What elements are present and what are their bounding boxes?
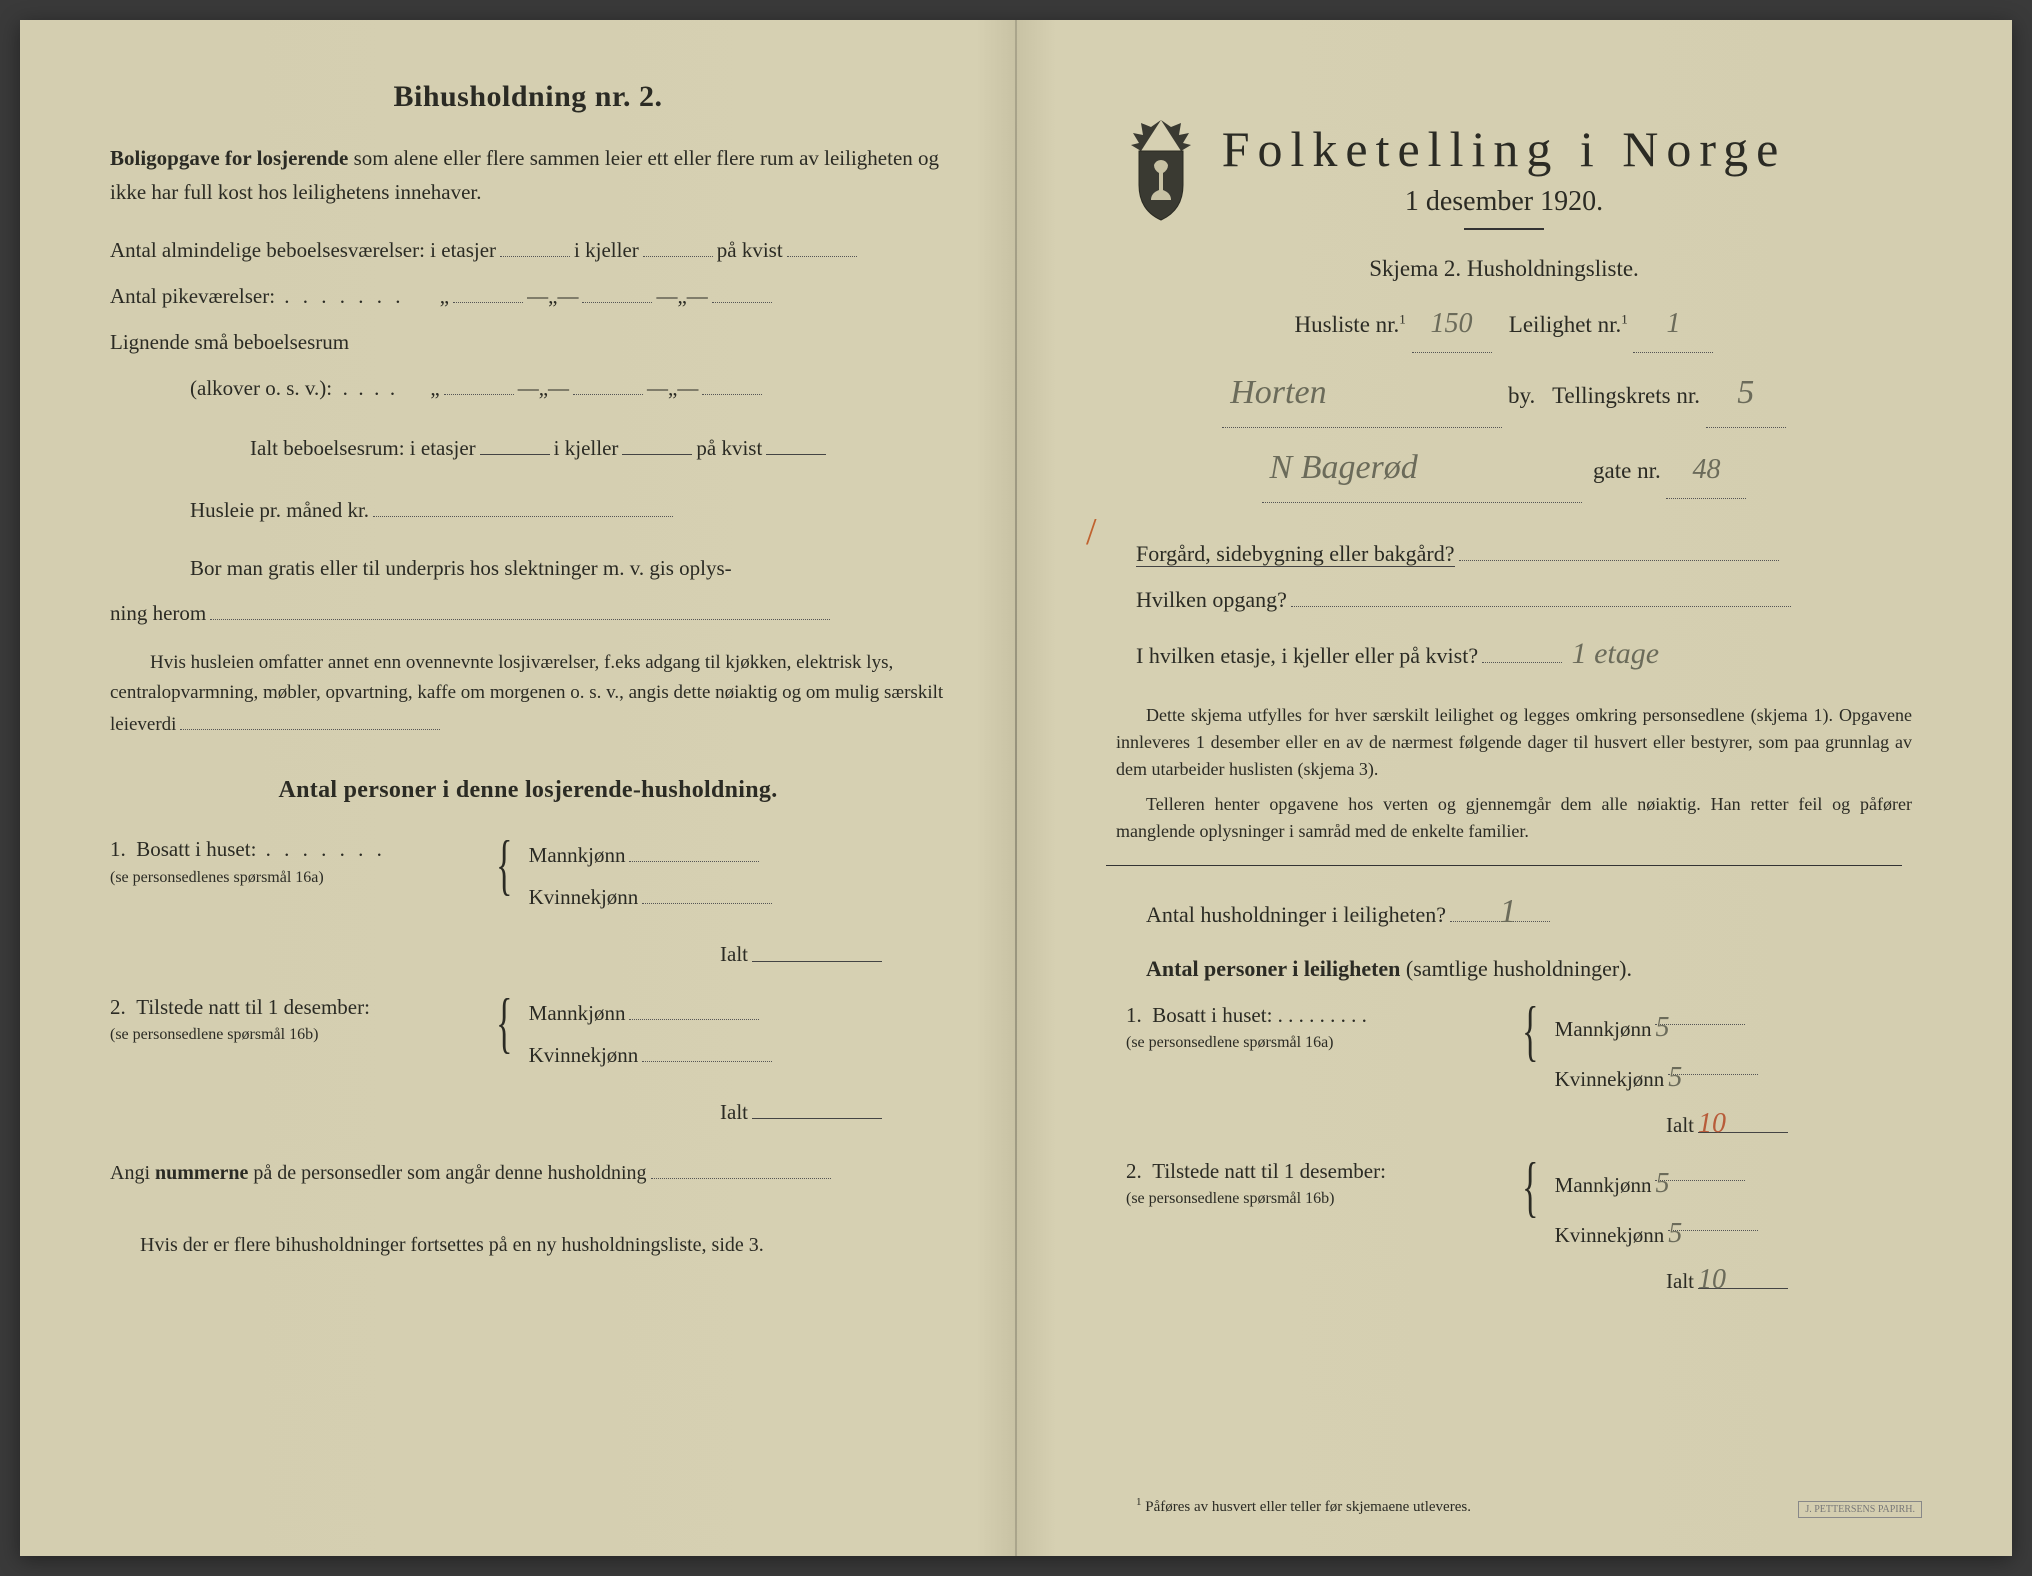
date-line: 1 desember 1920. <box>1086 186 1922 218</box>
red-mark-icon: / <box>1086 510 1097 554</box>
gate-row: N Bagerød gate nr. 48 <box>1086 434 1922 503</box>
divider-icon <box>1106 865 1902 866</box>
brace-icon: { <box>1522 1156 1538 1217</box>
q-etasje: I hvilken etasje, i kjeller eller på kvi… <box>1086 625 1922 682</box>
rule-icon <box>1464 228 1544 230</box>
note-paragraph: Hvis husleien omfatter annet enn ovennev… <box>110 648 946 739</box>
angi-line: Angi nummerne på de personsedler som ang… <box>110 1155 946 1189</box>
footnote: 1 Påføres av husvert eller teller før sk… <box>1136 1496 1471 1516</box>
alkover-line: (alkover o. s. v.): . . . . „—„——„— <box>110 369 946 409</box>
r-count-1: 1. Bosatt i huset: . . . . . . . . . (se… <box>1126 1000 1922 1100</box>
intro-paragraph: Boligopgave for losjerende som alene ell… <box>110 142 946 209</box>
count-block-2: 2. Tilstede natt til 1 desember: (se per… <box>110 992 946 1076</box>
by-row: Horten by. Tellingskrets nr. 5 <box>1086 359 1922 428</box>
right-page: Folketelling i Norge 1 desember 1920. Sk… <box>1016 20 2012 1556</box>
left-page: Bihusholdning nr. 2. Boligopgave for los… <box>20 20 1016 1556</box>
intro-bold: Boligopgave for losjerende <box>110 146 348 170</box>
left-title: Bihusholdning nr. 2. <box>110 80 946 114</box>
brace-icon: { <box>496 992 512 1053</box>
rooms-line: Antal almindelige beboelsesværelser: i e… <box>110 231 946 271</box>
small-rooms-line: Lignende små beboelsesrum <box>110 323 946 363</box>
instructions-1: Dette skjema utfylles for hver særskilt … <box>1116 702 1912 783</box>
ialt-rooms-line: Ialt beboelsesrum: i etasjeri kjellerpå … <box>110 429 946 469</box>
ialt-2: Ialt <box>110 1094 946 1125</box>
antal-hush-row: Antal husholdninger i leiligheten? 1 <box>1086 880 1922 945</box>
r-count-2: 2. Tilstede natt til 1 desember: (se per… <box>1126 1156 1922 1256</box>
instructions-2: Telleren henter opgavene hos verten og g… <box>1116 791 1912 845</box>
printer-stamp: J. PETTERSENS PAPIRH. <box>1798 1501 1922 1518</box>
footer-line: Hvis der er flere bihusholdninger fortse… <box>110 1229 946 1261</box>
coat-of-arms-icon <box>1121 115 1201 225</box>
document-spread: Bihusholdning nr. 2. Boligopgave for los… <box>20 20 2012 1556</box>
gratis-line-2: ning herom <box>110 594 946 634</box>
brace-icon: { <box>496 834 512 895</box>
brace-icon: { <box>1522 1000 1538 1061</box>
q-opgang: Hvilken opgang? <box>1086 579 1922 621</box>
r-ialt-2: Ialt10 <box>1086 1264 1922 1294</box>
husliste-row: Husliste nr.1 150 Leilighet nr.1 1 <box>1086 296 1922 353</box>
main-title: Folketelling i Norge <box>1086 120 1922 178</box>
gratis-line-1: Bor man gratis eller til underpris hos s… <box>110 549 946 589</box>
pike-line: Antal pikeværelser: „—„——„— <box>110 277 946 317</box>
antal-pers-row: Antal personer i leiligheten (samtlige h… <box>1086 948 1922 990</box>
ialt-1: Ialt <box>110 936 946 967</box>
r-ialt-1: Ialt10 <box>1086 1108 1922 1138</box>
count-block-1: 1. Bosatt i huset: (se personsedlenes sp… <box>110 834 946 918</box>
sub-title: Antal personer i denne losjerende-hushol… <box>110 777 946 804</box>
q-forgard: Forgård, sidebygning eller bakgård? <box>1086 533 1922 575</box>
husleie-line: Husleie pr. måned kr. <box>110 491 946 531</box>
schema-line: Skjema 2. Husholdningsliste. <box>1086 256 1922 282</box>
